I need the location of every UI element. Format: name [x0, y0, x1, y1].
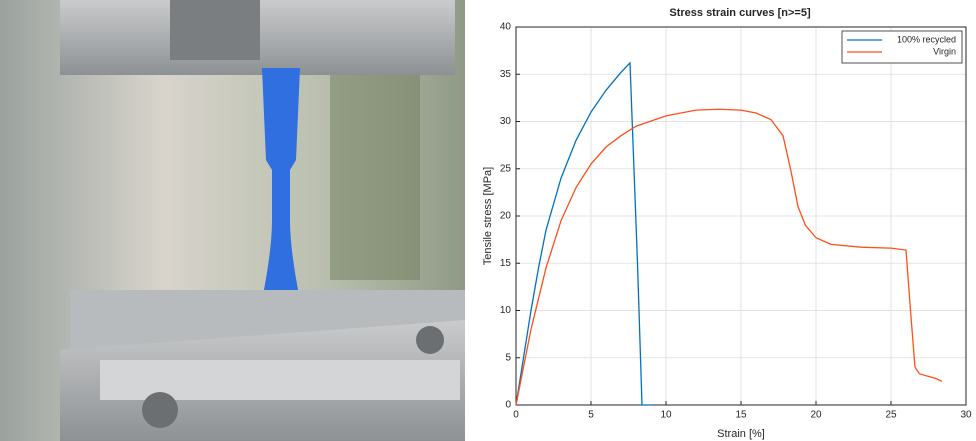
- x-axis-label: Strain [%]: [717, 428, 765, 440]
- legend-label: 100% recycled: [897, 34, 956, 44]
- x-tick-label: 20: [810, 410, 822, 421]
- legend: 100% recycled Virgin: [841, 30, 963, 64]
- legend-box: [841, 30, 963, 64]
- y-tick-label: 5: [505, 352, 511, 363]
- y-tick-label: 25: [500, 163, 512, 174]
- y-tick-label: 10: [500, 305, 512, 316]
- y-tick-label: 0: [505, 400, 511, 411]
- series-line: [515, 108, 943, 406]
- x-tick-label: 0: [513, 410, 519, 421]
- chart-title: Stress strain curves [n>=5]: [669, 7, 811, 19]
- chart: Stress strain curves [n>=5] Strain [%] T…: [482, 7, 972, 440]
- plot-frame: [515, 26, 967, 406]
- x-tick-label: 10: [660, 410, 672, 421]
- x-tick-label: 25: [885, 410, 897, 421]
- y-tick-label: 40: [500, 22, 512, 33]
- x-tick-label: 30: [960, 410, 972, 421]
- y-tick-label: 15: [500, 258, 512, 269]
- series-line: [515, 61, 651, 406]
- x-tick-label: 15: [735, 410, 747, 421]
- y-axis-label: Tensile stress [MPa]: [482, 167, 494, 265]
- y-tick-label: 20: [500, 211, 512, 222]
- y-tick-label: 35: [500, 69, 512, 80]
- x-tick-label: 5: [588, 410, 594, 421]
- y-tick-label: 30: [500, 116, 512, 127]
- legend-label: Virgin: [933, 46, 956, 56]
- specimen-photo: [0, 0, 465, 441]
